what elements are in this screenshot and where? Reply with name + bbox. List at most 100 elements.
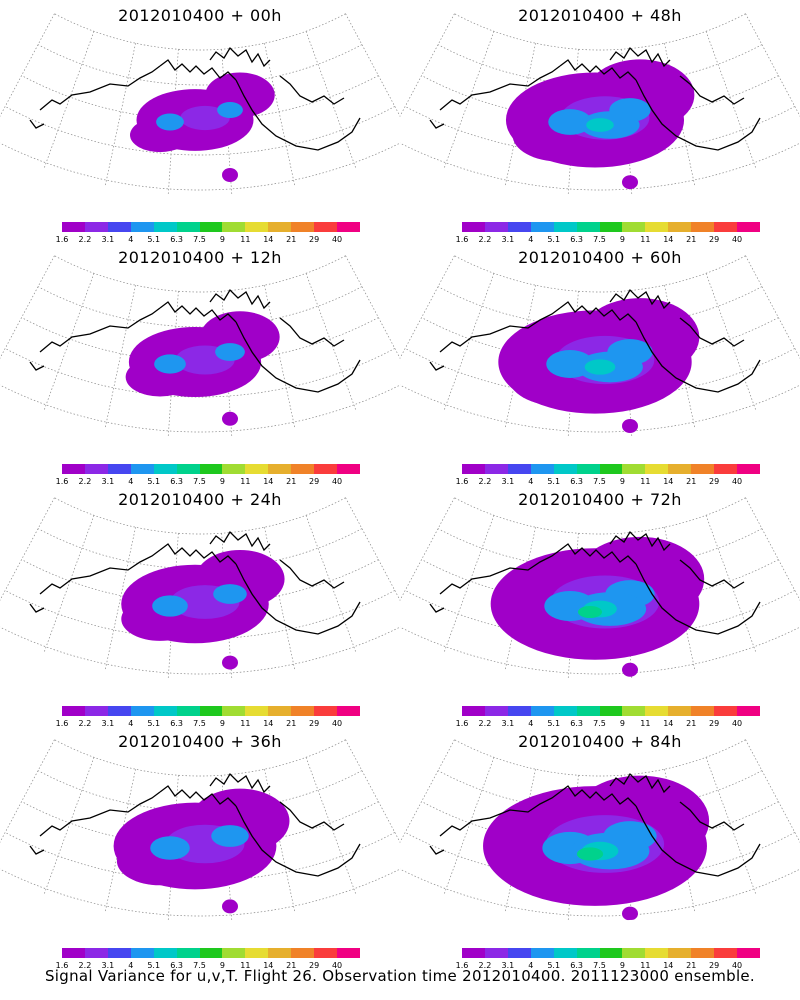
colorbar-tick-label: 7.5 [593,719,606,728]
colorbar-cell [176,948,200,958]
colorbar-cell [107,706,131,716]
colorbar-tick-label: 5.1 [547,235,561,244]
colorbar-tick-label: 4 [128,719,134,728]
colorbar-tick-label: 11 [640,235,651,244]
colorbar-tick-label: 29 [309,961,320,970]
colorbar-tick-label: 6.3 [170,961,183,970]
map-plot [400,739,800,921]
colorbar-cell [62,706,85,716]
colorbar-cell [153,464,177,474]
colorbar-cell [645,222,669,232]
colorbar-tick-label: 3.1 [101,235,115,244]
colorbar-cell [199,464,223,474]
colorbar [462,948,760,958]
colorbar-cell [714,222,738,232]
colorbar-cell [337,222,360,232]
colorbar-cell [153,222,177,232]
colorbar-tick-label: 3.1 [101,477,115,486]
colorbar-cell [622,948,646,958]
colorbar-cell [507,222,531,232]
colorbar-cell [314,706,338,716]
colorbar-ticks: 1.6 2.2 3.1 4 5.1 6.3 7.5 9 11 14 21 29 40 [456,961,760,971]
colorbar-cell [645,464,669,474]
colorbar-cell [62,948,85,958]
colorbar-cell [576,948,600,958]
colorbar-tick-label: 11 [240,235,251,244]
colorbar-cell [714,464,738,474]
colorbar-cell [176,706,200,716]
panel-title: 2012010400 + 00h [118,6,282,25]
colorbar-cell [337,706,360,716]
colorbar-cell [268,706,292,716]
colorbar-tick-label: 29 [709,477,720,486]
colorbar-tick-label: 1.6 [455,235,469,244]
colorbar-cell [291,948,315,958]
colorbar-cell [176,464,200,474]
figure-caption: Signal Variance for u,v,T. Flight 26. Ob… [44,967,756,985]
colorbar-tick-label: 3.1 [101,961,115,970]
variance-field [505,59,695,190]
colorbar-cell [530,222,554,232]
coastlines [29,288,361,393]
colorbar-tick-label: 1.6 [455,719,469,728]
colorbar-tick-label: 3.1 [101,719,115,728]
coastlines [429,46,761,151]
colorbar-cell [130,706,154,716]
colorbar-ticks: 1.6 2.2 3.1 4 5.1 6.3 7.5 9 11 14 21 29 40 [456,235,760,245]
colorbar-tick-label: 5.1 [147,961,161,970]
colorbar-tick-label: 6.3 [570,719,583,728]
colorbar-cell [737,222,760,232]
colorbar-cell [314,948,338,958]
colorbar-tick-label: 2.2 [478,961,492,970]
colorbar-tick-label: 1.6 [455,477,469,486]
colorbar-tick-label: 11 [240,719,251,728]
colorbar-cell [245,222,269,232]
colorbar-tick-label: 7.5 [593,961,606,970]
colorbar-ticks: 1.6 2.2 3.1 4 5.1 6.3 7.5 9 11 14 21 29 40 [56,961,360,971]
colorbar-cell [622,222,646,232]
variance-field [490,536,705,677]
colorbar-tick-label: 11 [240,961,251,970]
colorbar-cell [484,464,508,474]
colorbar-cell [691,948,715,958]
map-plot [400,13,800,194]
colorbar-cell [291,464,315,474]
colorbar-tick-label: 1.6 [55,719,69,728]
colorbar-tick-label: 5.1 [147,235,161,244]
colorbar-tick-label: 21 [286,719,297,728]
colorbar-cell [691,464,715,474]
colorbar-tick-label: 9 [619,477,625,486]
colorbar-tick-label: 29 [309,235,320,244]
colorbar-ticks: 1.6 2.2 3.1 4 5.1 6.3 7.5 9 11 14 21 29 40 [56,477,360,487]
colorbar-tick-label: 14 [263,235,274,244]
colorbar-cell [553,948,577,958]
colorbar-tick-label: 29 [309,719,320,728]
colorbar-tick-label: 9 [219,719,225,728]
colorbar-tick-label: 5.1 [547,961,561,970]
colorbar-tick-label: 11 [640,719,651,728]
coastlines [29,46,361,151]
colorbar-tick-label: 4 [528,235,534,244]
panel-title: 2012010400 + 24h [118,490,282,509]
colorbar-cell [268,464,292,474]
colorbar-cell [462,706,485,716]
colorbar [62,948,360,958]
colorbar-cell [714,706,738,716]
coastlines [29,772,361,877]
colorbar-tick-label: 1.6 [55,477,69,486]
colorbar-tick-label: 40 [331,961,343,970]
colorbar-cell [462,948,485,958]
colorbar-tick-label: 5.1 [547,477,561,486]
colorbar-cell [222,222,246,232]
variance-field [125,311,280,426]
colorbar-tick-label: 3.1 [501,719,515,728]
colorbar-cell [314,464,338,474]
variance-field [113,788,290,914]
colorbar-tick-label: 6.3 [170,477,183,486]
forecast-panel: 2012010400 + 00h 1.6 2.2 3.1 4 5.1 6.3 7.5 9 11 14… [0,0,400,244]
colorbar-tick-label: 14 [663,235,674,244]
colorbar [62,222,360,232]
colorbar-cell [553,706,577,716]
colorbar-ticks: 1.6 2.2 3.1 4 5.1 6.3 7.5 9 11 14 21 29 40 [56,235,360,245]
colorbar-tick-label: 7.5 [193,719,206,728]
